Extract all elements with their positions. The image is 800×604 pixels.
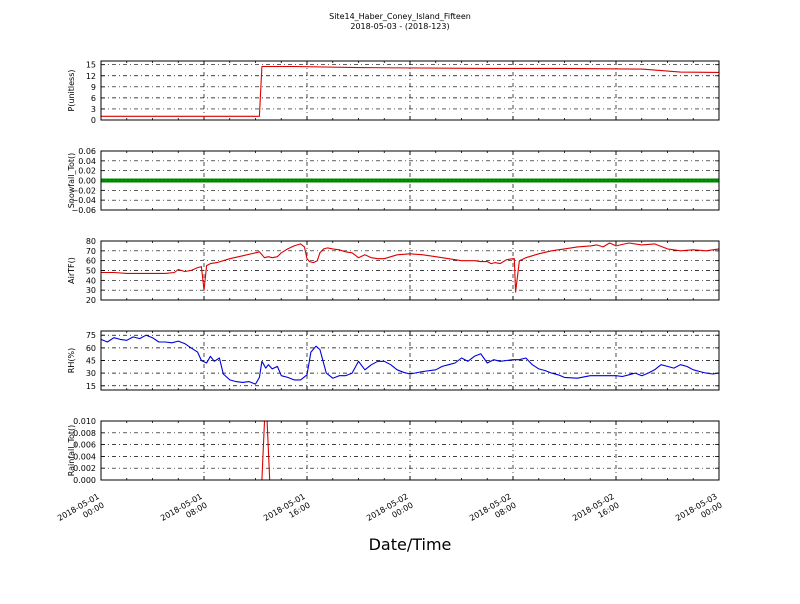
y-tick-label: 9	[91, 83, 96, 92]
y-tick-label: 0.008	[73, 429, 96, 438]
axes-frame	[100, 150, 720, 211]
subplot-4: 15 30 45 60 75 RH(%)	[67, 330, 720, 391]
axes-frame	[100, 240, 720, 301]
y-tick-label: 15	[86, 382, 96, 391]
y-tick-label: 0.04	[78, 157, 96, 166]
axes-frame	[100, 330, 720, 391]
y-tick-label: −0.04	[71, 196, 96, 205]
y-tick-label: 50	[86, 267, 96, 276]
y-tick-label: 75	[86, 331, 96, 340]
y-tick-label: 0.006	[73, 441, 96, 450]
y-tick-label: 60	[86, 344, 96, 353]
y-tick-label: −0.02	[71, 186, 96, 195]
y-tick-label: 0.06	[78, 147, 96, 156]
y-tick-label: 0.010	[73, 417, 96, 426]
y-axis-label: Rainfall_Tot()	[67, 425, 76, 477]
subplot-2: −0.06−0.04−0.020.000.020.040.06Snowfall_…	[67, 147, 720, 215]
y-tick-label: 0.002	[73, 464, 96, 473]
y-axis-label: Snowfall_Tot()	[67, 153, 76, 209]
y-tick-label: 3	[91, 105, 96, 114]
axes-frame	[100, 420, 720, 481]
y-tick-label: 0	[91, 116, 96, 125]
y-tick-label: 12	[86, 72, 96, 81]
y-axis-label: RH(%)	[67, 348, 76, 373]
series-line	[101, 242, 720, 293]
y-tick-label: 70	[86, 247, 96, 256]
chart-subtitle: 2018-05-03 - (2018-123)	[350, 22, 449, 31]
y-tick-label: 80	[86, 237, 96, 246]
subplot-5: 0.000 0.002 0.004 0.006 0.008 0.010Rainfall_T…	[67, 417, 720, 485]
y-tick-label: 20	[86, 296, 96, 305]
y-tick-label: 40	[86, 276, 96, 285]
series-line	[100, 334, 720, 385]
y-tick-label: −0.06	[71, 206, 96, 215]
x-axis-label: Date/Time	[369, 535, 452, 554]
y-tick-label: 60	[86, 257, 96, 266]
y-tick-label: 0.02	[78, 167, 96, 176]
subplot-1: 0 3 6 9 12 15 P(unitless)	[67, 60, 720, 125]
y-tick-label: 6	[91, 94, 96, 103]
y-tick-label: 45	[86, 357, 96, 366]
subplot-panels: 03691215P(unitless)−0.06−0.04−0.020.000.…	[67, 60, 720, 485]
y-tick-label: 30	[86, 369, 96, 378]
y-axis-label: AirTF()	[67, 257, 76, 284]
axes-frame	[100, 60, 720, 121]
y-tick-label: 0.00	[78, 177, 96, 186]
y-tick-label: 30	[86, 286, 96, 295]
y-tick-label: 0.000	[73, 476, 96, 485]
y-tick-label: 0.004	[73, 452, 96, 461]
series-line	[101, 65, 720, 117]
y-axis-label: P(unitless)	[67, 69, 76, 111]
y-tick-label: 15	[86, 61, 96, 70]
chart-title: Site14_Haber_Coney_Island_Fifteen	[329, 12, 471, 21]
